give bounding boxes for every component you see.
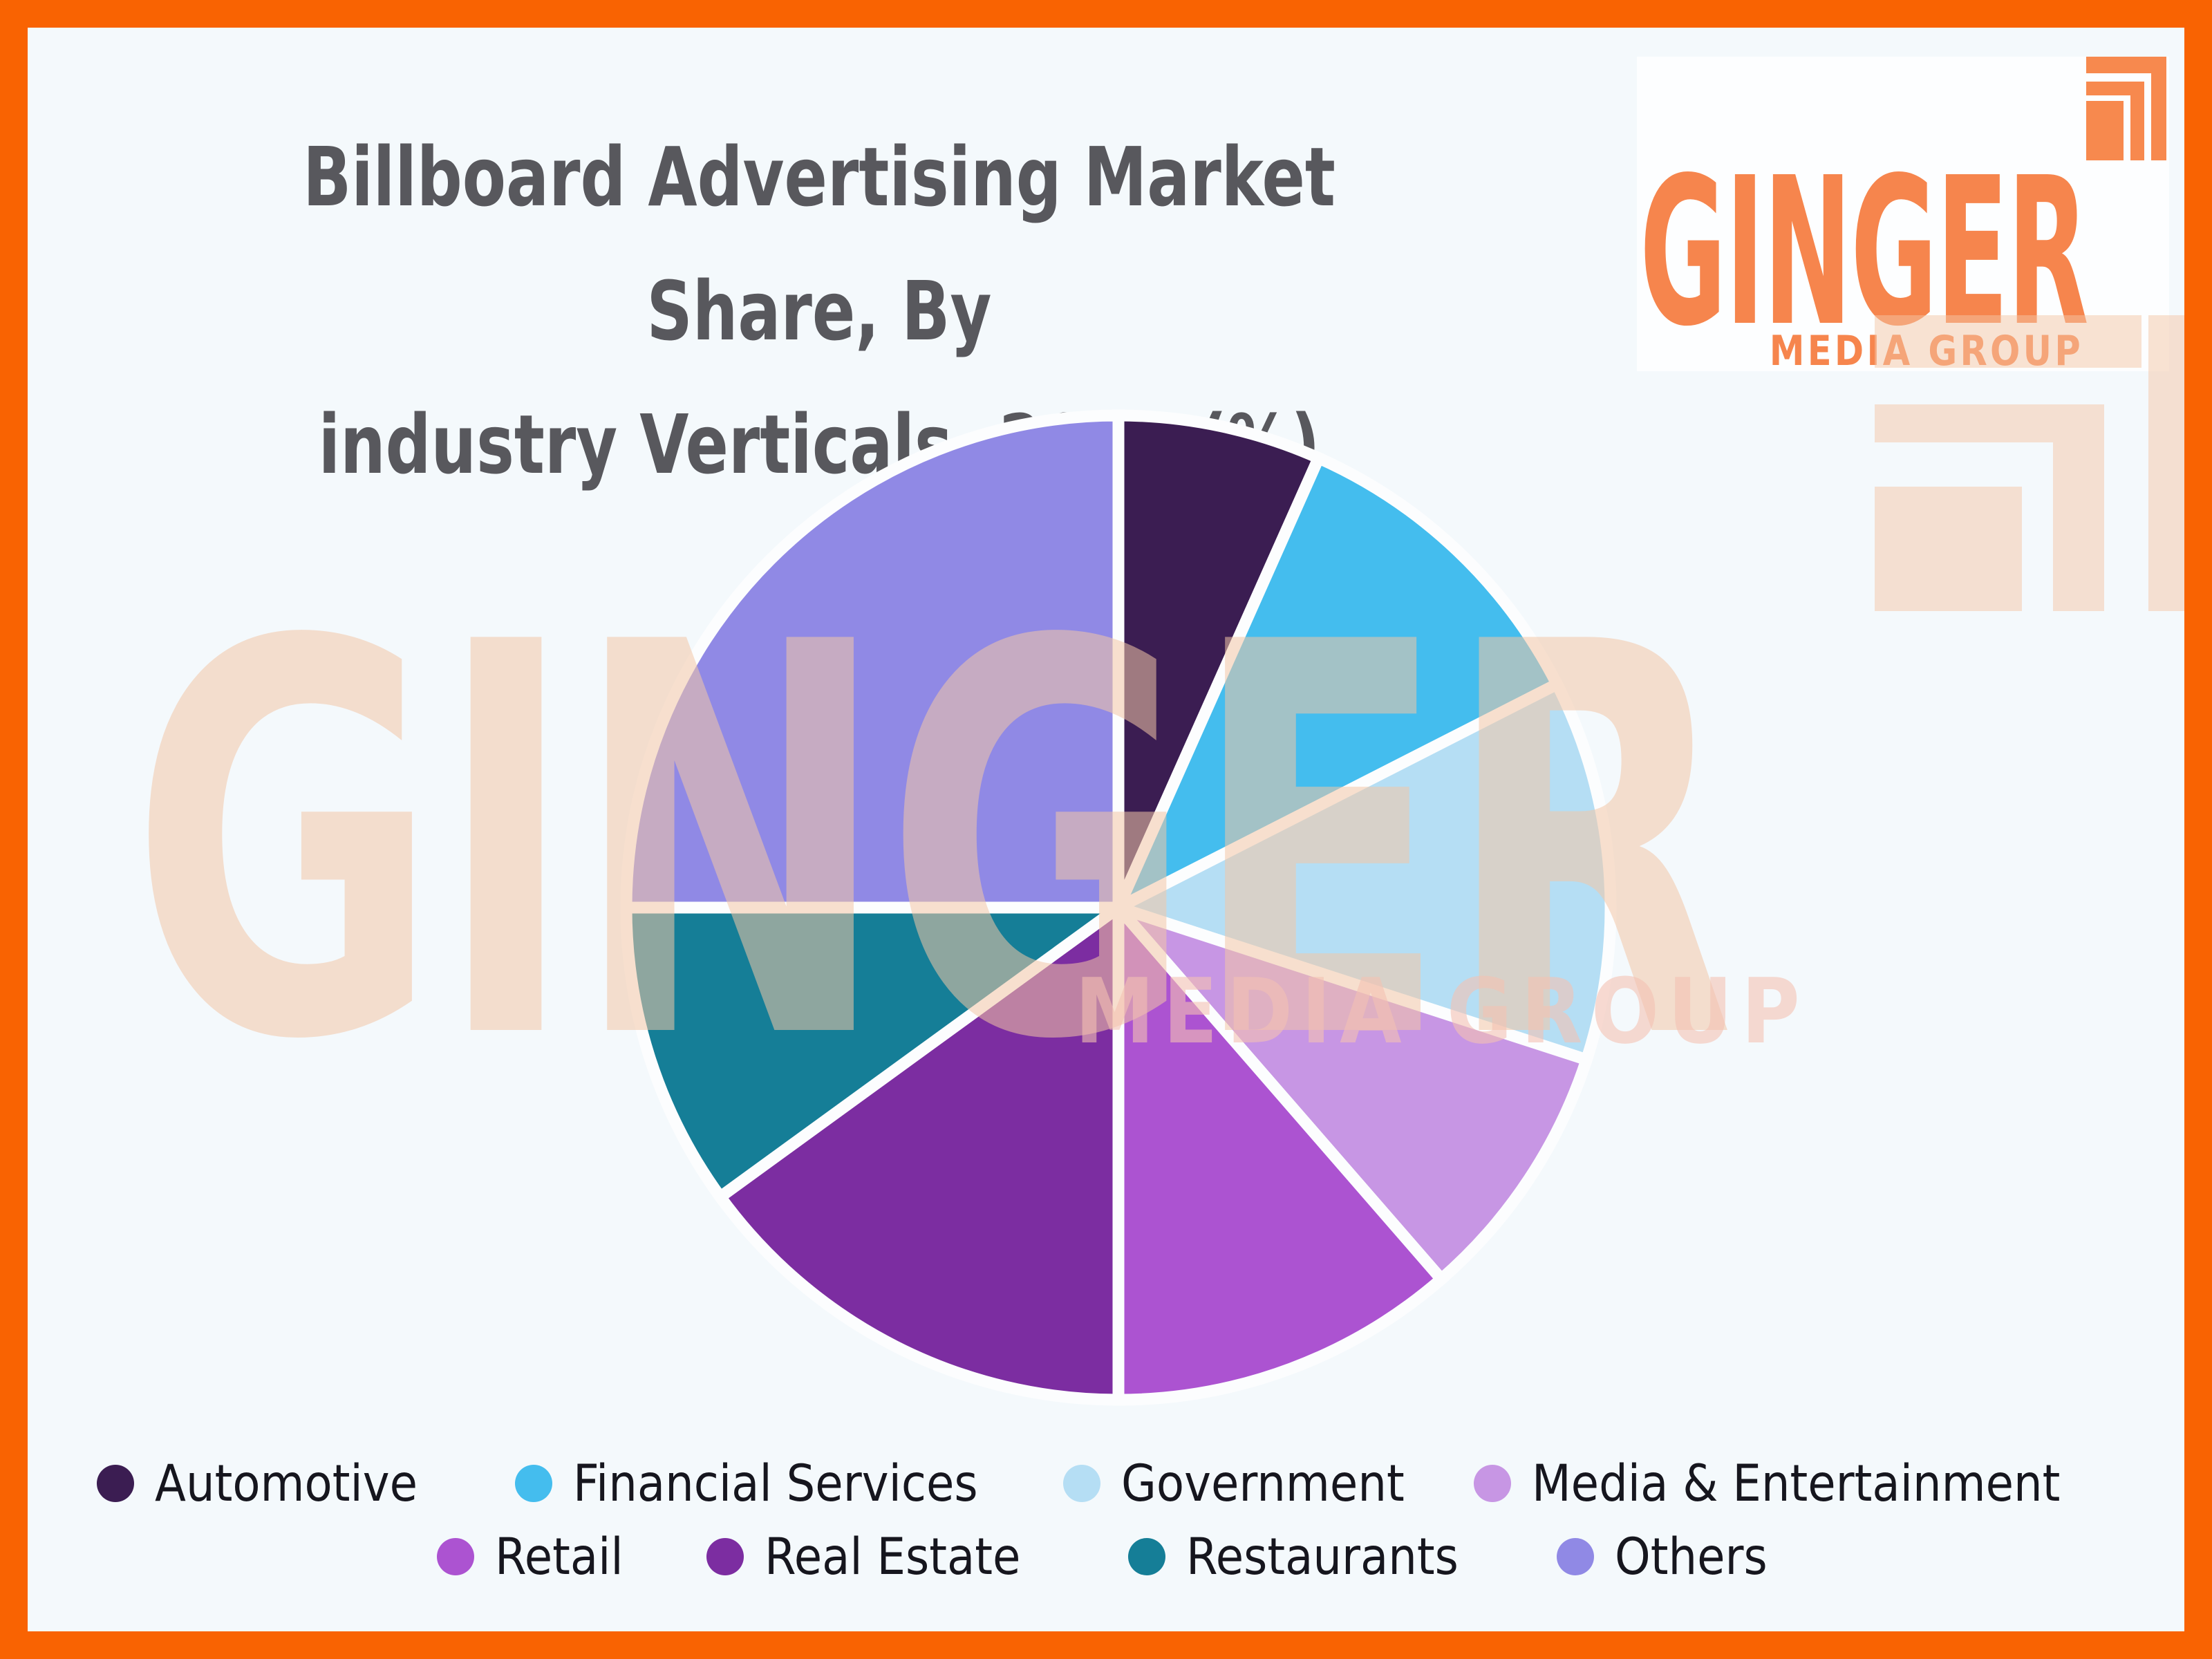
watermark-icon-middle-bar <box>1875 404 2053 442</box>
legend-item-retail: Retail <box>437 1527 637 1586</box>
legend-dot-retail <box>437 1538 474 1575</box>
logo-icon-middle-right-bar <box>2130 82 2144 160</box>
legend-dot-financial-services <box>515 1465 552 1502</box>
watermark-icon-middle-vertical-bar <box>2053 404 2104 611</box>
pie-slice-retail <box>1112 892 1450 1406</box>
legend-item-others: Others <box>1557 1527 1784 1586</box>
legend-label-retail: Retail <box>495 1527 624 1586</box>
legend-label-automotive: Automotive <box>155 1454 418 1513</box>
pie-slice-media-entertainment <box>1100 895 1594 1288</box>
logo-icon-middle-top-bar <box>2086 82 2144 95</box>
legend-dot-media-entertainment <box>1474 1465 1511 1502</box>
logo-icon-square <box>2086 101 2124 160</box>
legend-dot-automotive <box>97 1465 134 1502</box>
legend-item-financial-services: Financial Services <box>515 1454 1023 1513</box>
legend-label-financial-services: Financial Services <box>573 1454 978 1513</box>
legend-item-restaurants: Restaurants <box>1128 1527 1489 1586</box>
legend-item-real-estate: Real Estate <box>706 1527 1049 1586</box>
legend-label-government: Government <box>1121 1454 1405 1513</box>
pie-slice-real-estate <box>712 896 1125 1406</box>
legend-item-automotive: Automotive <box>97 1454 447 1513</box>
legend-dot-restaurants <box>1128 1538 1165 1575</box>
pie-slice-restaurants <box>620 901 1137 1206</box>
legend-label-restaurants: Restaurants <box>1186 1527 1459 1586</box>
pie-chart <box>620 409 1617 1406</box>
legend-dot-others <box>1557 1538 1594 1575</box>
pie-slice-financial-services <box>1106 450 1565 921</box>
pie-slice-others <box>620 409 1125 914</box>
ginger-logo-icon <box>2086 57 2166 160</box>
ginger-logo-text: GINGER <box>1640 133 2089 371</box>
logo-icon-outer-right-bar <box>2151 57 2166 160</box>
legend-dot-real-estate <box>706 1538 744 1575</box>
legend-label-real-estate: Real Estate <box>765 1527 1021 1586</box>
pie-slice-government <box>1103 676 1617 1067</box>
legend-label-others: Others <box>1615 1527 1768 1586</box>
legend-dot-government <box>1063 1465 1100 1502</box>
legend-label-media-entertainment: Media & Entertainment <box>1532 1454 2061 1513</box>
legend-item-media-entertainment: Media & Entertainment <box>1474 1454 2119 1513</box>
pie-chart-area <box>619 409 1618 1407</box>
page-title-line1: Billboard Advertising Market Share, By <box>303 129 1335 359</box>
legend-item-government: Government <box>1063 1454 1436 1513</box>
ginger-logo-subtitle: MEDIA GROUP <box>1769 327 2083 375</box>
watermark-icon-square <box>1875 487 2022 611</box>
